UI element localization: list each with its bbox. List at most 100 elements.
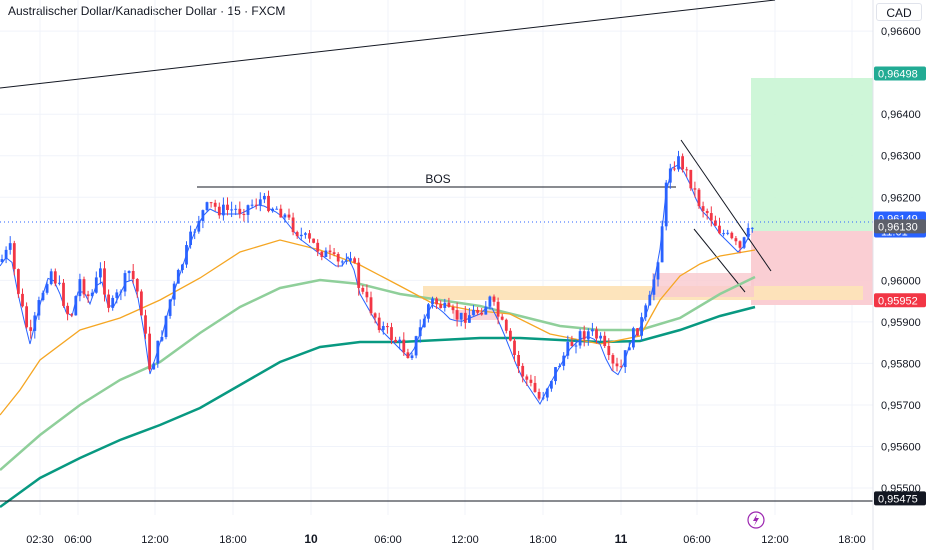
price-tag-label: 0,95475 [878,493,918,505]
candle [230,201,233,218]
y-tick-label: 0,95600 [881,441,921,453]
candle [279,204,283,218]
candle [168,299,172,319]
candle [189,225,192,249]
candles [0,150,754,402]
candle [418,319,422,343]
candle [226,197,229,216]
candle [714,215,717,227]
candle [213,199,217,212]
candle [619,359,623,368]
candle [640,312,643,341]
price-tag: 0,95475 [874,491,926,506]
x-tick-label: 06:00 [64,534,92,546]
candle [127,270,131,282]
candle [94,271,98,294]
candle [242,208,246,222]
y-tick-label: 0,96300 [881,151,921,163]
candle [603,331,607,348]
x-tick-label: 06:00 [683,534,711,546]
candle [459,312,463,327]
candle [726,229,730,236]
zone-pink-small [453,310,498,320]
candle [123,270,127,297]
candle [201,209,205,229]
candle [131,263,135,284]
candle [632,326,635,350]
candle [660,220,664,263]
candle [246,204,250,223]
candle [451,304,455,314]
candle [295,230,299,239]
candle [176,268,180,284]
candle [320,250,324,261]
candle [267,190,270,213]
candle [439,300,443,309]
currency-selector[interactable]: CAD [876,3,922,21]
ema-fast-orange [0,239,756,416]
candle [205,201,209,212]
candle [160,330,164,342]
channel-upper[interactable] [680,139,772,272]
candle [427,303,430,323]
candle [533,376,537,393]
candle [463,306,467,329]
candle [17,268,20,298]
candle [345,253,348,265]
candle [627,342,631,351]
candle [386,322,389,334]
candle [103,260,106,302]
y-tick-label: 0,95800 [881,358,921,370]
channel-lower[interactable] [693,228,746,293]
candle [648,290,652,306]
candle [586,328,590,346]
candle [615,357,619,372]
candle [70,313,74,318]
candle [25,302,28,329]
candle [62,279,65,308]
candle [140,289,143,316]
candle [513,338,516,362]
candle [156,340,160,368]
candle [222,197,225,221]
candle [517,350,520,374]
candle [443,298,447,312]
candle [595,326,598,344]
candle [66,302,69,321]
price-tag: 0,96130 [874,219,926,234]
candle [730,231,734,240]
candle [697,187,701,209]
candle [591,322,594,336]
candle [435,296,438,309]
candle [148,326,151,372]
price-axis[interactable]: 0,96600 0,96400 0,96300 0,96200 0,96000 0,959… [881,26,921,495]
y-tick-label: 0,95700 [881,400,921,412]
candle [398,336,402,350]
candle [99,262,102,285]
candle [709,206,713,227]
candle [86,290,90,303]
candle [78,273,82,302]
candle [12,240,16,276]
candle [402,332,406,356]
candle [58,275,61,286]
price-tag-label: 0,95952 [878,295,918,307]
lightning-icon[interactable] [747,511,765,529]
x-tick-label: 18:00 [219,534,247,546]
candle [554,367,557,385]
candle [340,259,344,267]
candle [181,263,184,274]
candle [250,199,254,209]
chart-title: Australischer Dollar/Kanadischer Dollar … [8,4,286,18]
candle [570,335,574,347]
long-trendline[interactable] [0,0,776,89]
y-tick-label: 0,96600 [881,26,921,38]
x-tick-label: 11 [615,532,628,546]
time-axis[interactable]: 02:30 06:00 12:00 18:00 10 06:00 12:00 18:00 11 0… [26,532,866,546]
candle [525,374,529,386]
candle [677,150,680,172]
candle [53,268,57,287]
candle [599,332,602,342]
